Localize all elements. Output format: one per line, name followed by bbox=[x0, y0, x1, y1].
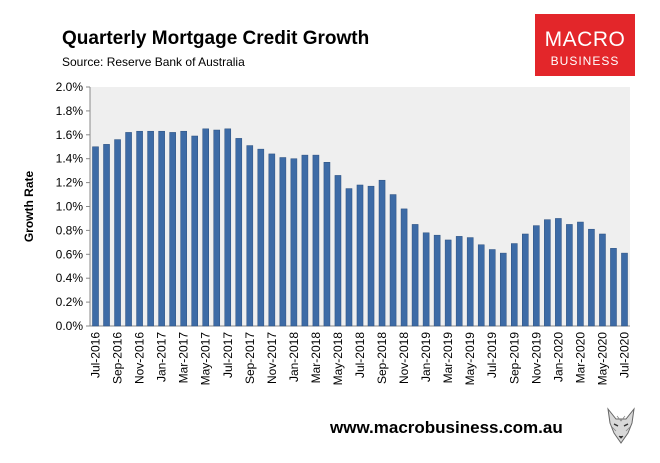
bar bbox=[522, 233, 529, 327]
x-tick-label: Jul-2019 bbox=[485, 332, 499, 378]
x-tick-label: Sep-2017 bbox=[243, 332, 257, 384]
bar bbox=[444, 239, 452, 327]
bar bbox=[577, 221, 584, 327]
chart-source: Source: Reserve Bank of Australia bbox=[62, 55, 245, 69]
bar bbox=[202, 128, 209, 327]
bar bbox=[158, 130, 165, 327]
y-tick-label: 1.2% bbox=[56, 176, 84, 190]
bar bbox=[301, 154, 309, 327]
x-tick-label: Mar-2020 bbox=[573, 332, 587, 384]
bar bbox=[499, 252, 507, 327]
y-tick-label: 0.0% bbox=[56, 319, 84, 333]
x-tick-label: May-2019 bbox=[463, 332, 477, 386]
bar bbox=[411, 224, 419, 327]
bar bbox=[257, 148, 265, 327]
bar bbox=[191, 135, 198, 327]
bar bbox=[433, 234, 441, 327]
bar bbox=[180, 130, 187, 327]
y-tick-label: 2.0% bbox=[56, 80, 84, 94]
bar bbox=[511, 243, 518, 327]
bar bbox=[367, 185, 375, 327]
bar bbox=[588, 228, 595, 327]
bar bbox=[610, 248, 617, 327]
bar bbox=[389, 194, 397, 327]
x-tick-label: Jan-2018 bbox=[287, 332, 301, 382]
bar bbox=[555, 218, 562, 327]
y-tick-label: 0.6% bbox=[56, 247, 84, 261]
x-tick-label: Nov-2016 bbox=[133, 332, 147, 384]
bar bbox=[224, 128, 232, 327]
bar bbox=[533, 225, 540, 327]
bar bbox=[213, 129, 221, 327]
chart-title: Quarterly Mortgage Credit Growth bbox=[62, 28, 370, 49]
bar bbox=[422, 232, 430, 327]
x-tick-label: Sep-2016 bbox=[111, 332, 125, 384]
bar bbox=[566, 224, 573, 327]
x-tick-label: Nov-2018 bbox=[397, 332, 411, 384]
x-tick-label: Jul-2016 bbox=[89, 332, 103, 378]
bar bbox=[169, 132, 176, 327]
bar bbox=[235, 138, 243, 327]
x-tick-label: Jan-2019 bbox=[419, 332, 433, 382]
x-tick-label: Mar-2018 bbox=[309, 332, 323, 384]
x-tick-label: Nov-2017 bbox=[265, 332, 279, 384]
footer-url: www.macrobusiness.com.au bbox=[330, 418, 563, 437]
bar bbox=[125, 132, 132, 327]
bar bbox=[92, 146, 99, 327]
bar bbox=[621, 252, 628, 327]
wolf-mascot-icon bbox=[604, 407, 638, 445]
bar bbox=[488, 249, 496, 327]
bar bbox=[466, 237, 474, 327]
logo-line-2: BUSINESS bbox=[550, 54, 620, 68]
x-tick-label: Nov-2019 bbox=[529, 332, 543, 384]
y-axis-label: Growth Rate bbox=[22, 171, 36, 243]
bar bbox=[279, 157, 287, 327]
bar bbox=[290, 158, 298, 327]
logo-line-1: MACRO bbox=[544, 28, 626, 51]
x-tick-label: Mar-2017 bbox=[177, 332, 191, 384]
bar bbox=[477, 244, 485, 327]
macrobusiness-logo: MACRO BUSINESS bbox=[535, 14, 635, 76]
x-tick-label: May-2017 bbox=[199, 332, 213, 386]
y-tick-label: 1.4% bbox=[56, 152, 84, 166]
bar bbox=[356, 184, 364, 327]
y-tick-label: 1.8% bbox=[56, 104, 84, 118]
y-tick-label: 1.0% bbox=[56, 200, 84, 214]
bar bbox=[246, 145, 254, 327]
bar bbox=[114, 139, 121, 327]
x-tick-label: Jan-2020 bbox=[551, 332, 565, 382]
bar bbox=[136, 130, 143, 327]
x-tick-label: Jul-2018 bbox=[353, 332, 367, 378]
x-tick-label: May-2018 bbox=[331, 332, 345, 386]
x-tick-label: Sep-2019 bbox=[507, 332, 521, 384]
bar bbox=[334, 175, 342, 327]
x-tick-label: May-2020 bbox=[595, 332, 609, 386]
x-tick-label: Jul-2017 bbox=[221, 332, 235, 378]
y-tick-label: 1.6% bbox=[56, 128, 84, 142]
x-tick-label: Sep-2018 bbox=[375, 332, 389, 384]
bar bbox=[544, 219, 551, 327]
bar bbox=[323, 162, 331, 327]
bar bbox=[455, 236, 463, 327]
x-tick-label: Jan-2017 bbox=[155, 332, 169, 382]
x-tick-label: Mar-2019 bbox=[441, 332, 455, 384]
bar bbox=[312, 154, 320, 327]
y-tick-label: 0.2% bbox=[56, 295, 84, 309]
bar bbox=[103, 144, 110, 327]
bar bbox=[268, 153, 276, 327]
bar bbox=[400, 208, 408, 327]
bar bbox=[378, 179, 386, 327]
y-tick-label: 0.8% bbox=[56, 223, 84, 237]
x-tick-label: Jul-2020 bbox=[617, 332, 631, 378]
y-tick-label: 0.4% bbox=[56, 271, 84, 285]
bar bbox=[599, 233, 606, 327]
bar bbox=[345, 188, 353, 327]
bar bbox=[147, 130, 154, 327]
